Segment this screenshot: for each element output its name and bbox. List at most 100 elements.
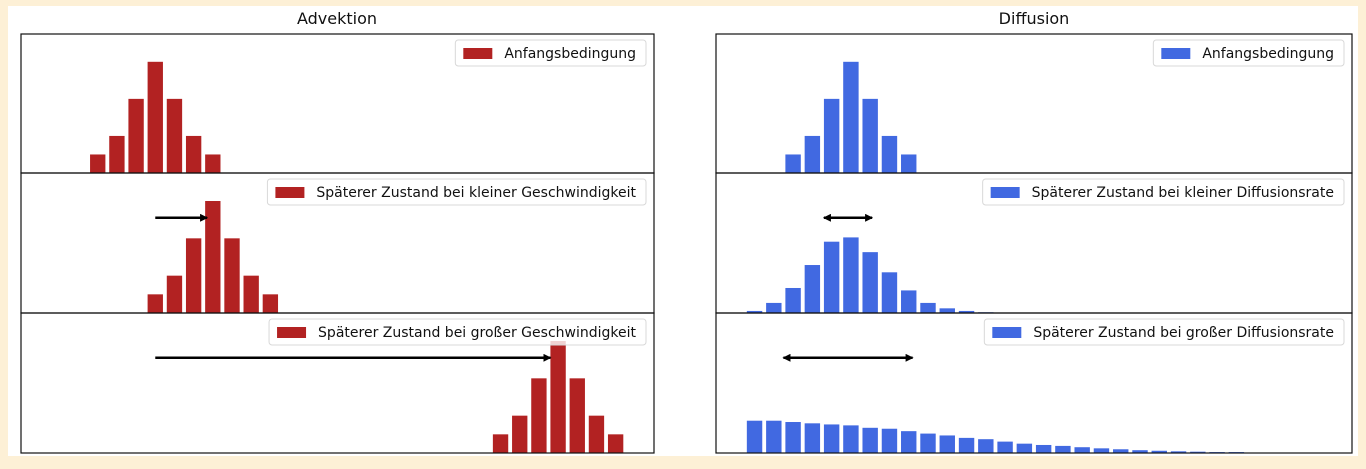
bar <box>746 420 763 453</box>
bar <box>1093 448 1110 453</box>
bar <box>1170 451 1187 453</box>
bar <box>958 437 975 453</box>
bar <box>531 378 547 453</box>
bar <box>1035 444 1052 453</box>
bar <box>109 135 125 173</box>
bar <box>901 290 917 313</box>
bar <box>804 265 821 313</box>
chart-title: Advektion <box>297 9 377 28</box>
bar <box>785 154 801 173</box>
subplot: Späterer Zustand bei kleiner Geschwindig… <box>20 172 655 314</box>
legend-box <box>454 39 647 67</box>
bar <box>1074 447 1090 453</box>
bar <box>243 275 259 313</box>
bar <box>607 434 624 453</box>
bar <box>862 252 878 313</box>
bar <box>920 433 936 453</box>
bar <box>920 302 936 313</box>
bar <box>881 135 898 173</box>
subplot: Späterer Zustand bei großer Geschwindigk… <box>20 312 655 454</box>
legend-swatch <box>275 187 305 198</box>
bar <box>569 378 585 453</box>
legend-box <box>1152 39 1345 67</box>
bar <box>804 135 821 173</box>
legend-label: Späterer Zustand bei kleiner Diffusionsr… <box>1032 185 1334 201</box>
legend-swatch <box>990 187 1020 198</box>
bar <box>147 61 163 173</box>
subplot: Späterer Zustand bei großer Diffusionsra… <box>715 312 1353 454</box>
axes-frame <box>20 312 655 454</box>
legend: Späterer Zustand bei kleiner Diffusionsr… <box>982 178 1345 206</box>
bar <box>843 237 859 313</box>
subplot: Anfangsbedingung <box>715 33 1353 174</box>
legend-swatch <box>1161 48 1191 59</box>
bar <box>881 428 898 453</box>
axes-frame <box>715 312 1353 454</box>
legend: Anfangsbedingung <box>1152 39 1345 67</box>
bar <box>205 201 221 313</box>
legend-box <box>268 318 647 346</box>
bar <box>1016 443 1033 453</box>
bar <box>997 441 1013 453</box>
bar <box>550 341 566 453</box>
legend-label: Späterer Zustand bei großer Diffusionsra… <box>1033 325 1334 341</box>
bar <box>939 435 955 453</box>
subplot: Späterer Zustand bei kleiner Diffusionsr… <box>715 172 1353 314</box>
legend: Späterer Zustand bei großer Diffusionsra… <box>983 318 1345 346</box>
bar <box>185 135 202 173</box>
legend-box <box>982 178 1345 206</box>
legend-box <box>266 178 647 206</box>
bar <box>1055 445 1071 453</box>
bar <box>901 431 917 453</box>
bar <box>262 294 279 313</box>
bar <box>823 241 840 313</box>
bar <box>978 439 994 453</box>
legend: Späterer Zustand bei kleiner Geschwindig… <box>266 178 647 206</box>
legend-swatch <box>277 327 307 338</box>
bar <box>185 238 202 313</box>
bar <box>166 98 183 173</box>
legend-box <box>983 318 1345 346</box>
bar <box>881 272 898 313</box>
bar <box>862 427 878 453</box>
legend-label: Anfangsbedingung <box>504 46 636 62</box>
bar <box>843 61 859 173</box>
legend-swatch <box>463 48 493 59</box>
figure-background <box>8 6 1358 456</box>
bar <box>746 310 763 313</box>
bar <box>1132 450 1148 453</box>
bar <box>205 154 221 173</box>
bar <box>166 275 183 313</box>
bar <box>958 310 975 313</box>
bar <box>901 154 917 173</box>
bar <box>1151 450 1167 453</box>
bar <box>147 294 163 313</box>
bar <box>224 238 240 313</box>
bar <box>766 420 782 453</box>
chart-title: Diffusion <box>999 9 1070 28</box>
legend: Anfangsbedingung <box>454 39 647 67</box>
bar <box>862 98 878 173</box>
bar <box>843 425 859 453</box>
subplot: Anfangsbedingung <box>20 33 655 174</box>
bar <box>1113 449 1129 453</box>
legend-label: Späterer Zustand bei großer Geschwindigk… <box>318 325 636 341</box>
bar <box>512 415 528 453</box>
bar <box>766 302 782 313</box>
legend-label: Anfangsbedingung <box>1202 46 1334 62</box>
bar <box>1190 451 1206 453</box>
bar <box>785 287 801 313</box>
legend-swatch <box>992 327 1022 338</box>
bar <box>588 415 605 453</box>
bar <box>823 424 840 453</box>
bar <box>939 308 955 313</box>
legend-label: Späterer Zustand bei kleiner Geschwindig… <box>316 185 636 201</box>
bar <box>90 154 106 173</box>
bar <box>804 423 821 453</box>
legend: Späterer Zustand bei großer Geschwindigk… <box>268 318 647 346</box>
bar <box>785 422 801 453</box>
bar <box>823 98 840 173</box>
bar <box>128 98 144 173</box>
bar <box>492 434 509 453</box>
